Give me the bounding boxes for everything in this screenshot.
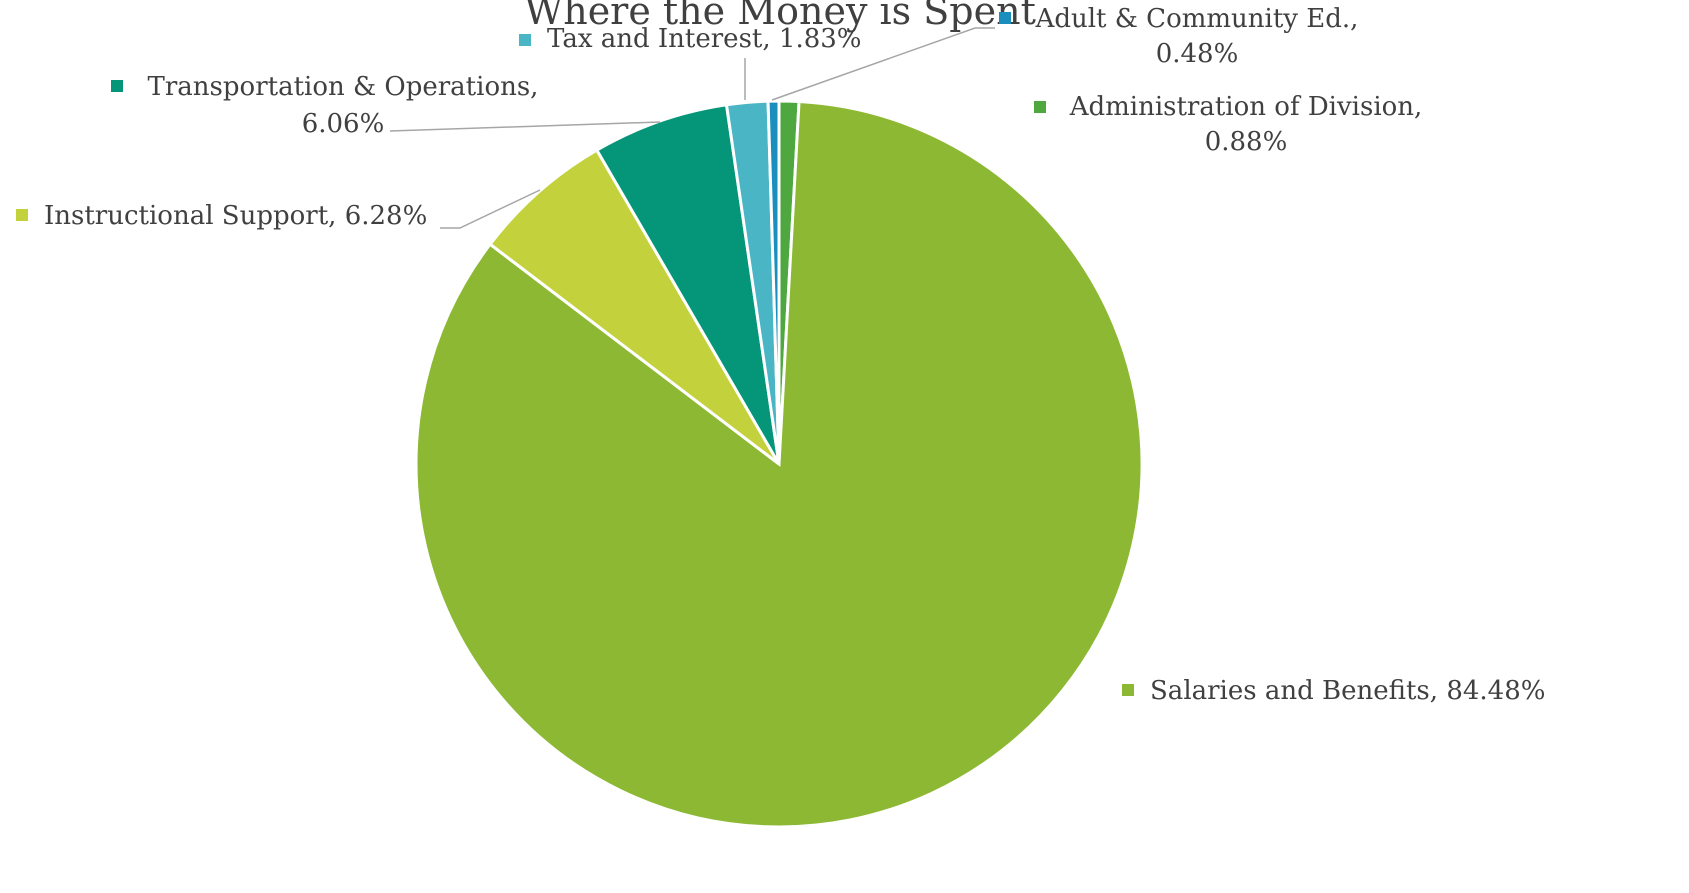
legend-marker	[519, 34, 531, 46]
data-label-category: Transportation & Operations,	[148, 72, 539, 102]
leader-line	[771, 27, 995, 101]
data-label-category: Salaries and Benefits,	[1150, 676, 1438, 706]
legend-marker	[999, 12, 1011, 24]
data-label-value: 0.88%	[1205, 127, 1288, 157]
leader-line	[389, 121, 661, 132]
legend-marker	[1122, 684, 1134, 696]
data-label-value: 1.83%	[779, 24, 862, 54]
data-label-value: 0.48%	[1156, 39, 1239, 69]
pie-slice	[488, 147, 781, 466]
data-label-category: Administration of Division,	[1069, 92, 1423, 122]
data-label-category: Adult & Community Ed.,	[1035, 4, 1359, 34]
data-label: Tax and Interest, 1.83%	[547, 24, 862, 54]
data-label: Instructional Support, 6.28%	[44, 201, 427, 231]
data-label-category: Instructional Support,	[44, 201, 336, 231]
data-label: Salaries and Benefits, 84.48%	[1150, 676, 1545, 706]
legend-marker	[111, 80, 123, 92]
legend-marker	[1034, 101, 1046, 113]
data-label-category: Tax and Interest,	[547, 24, 771, 54]
pie-slice	[766, 99, 781, 465]
data-label-value: 6.28%	[345, 201, 428, 231]
data-label-value: 84.48%	[1446, 676, 1545, 706]
data-label-value: 6.06%	[302, 109, 385, 139]
leader-line	[440, 189, 541, 229]
chart-title: Where the Money is Spent	[524, 0, 1036, 33]
legend-marker	[16, 209, 28, 221]
